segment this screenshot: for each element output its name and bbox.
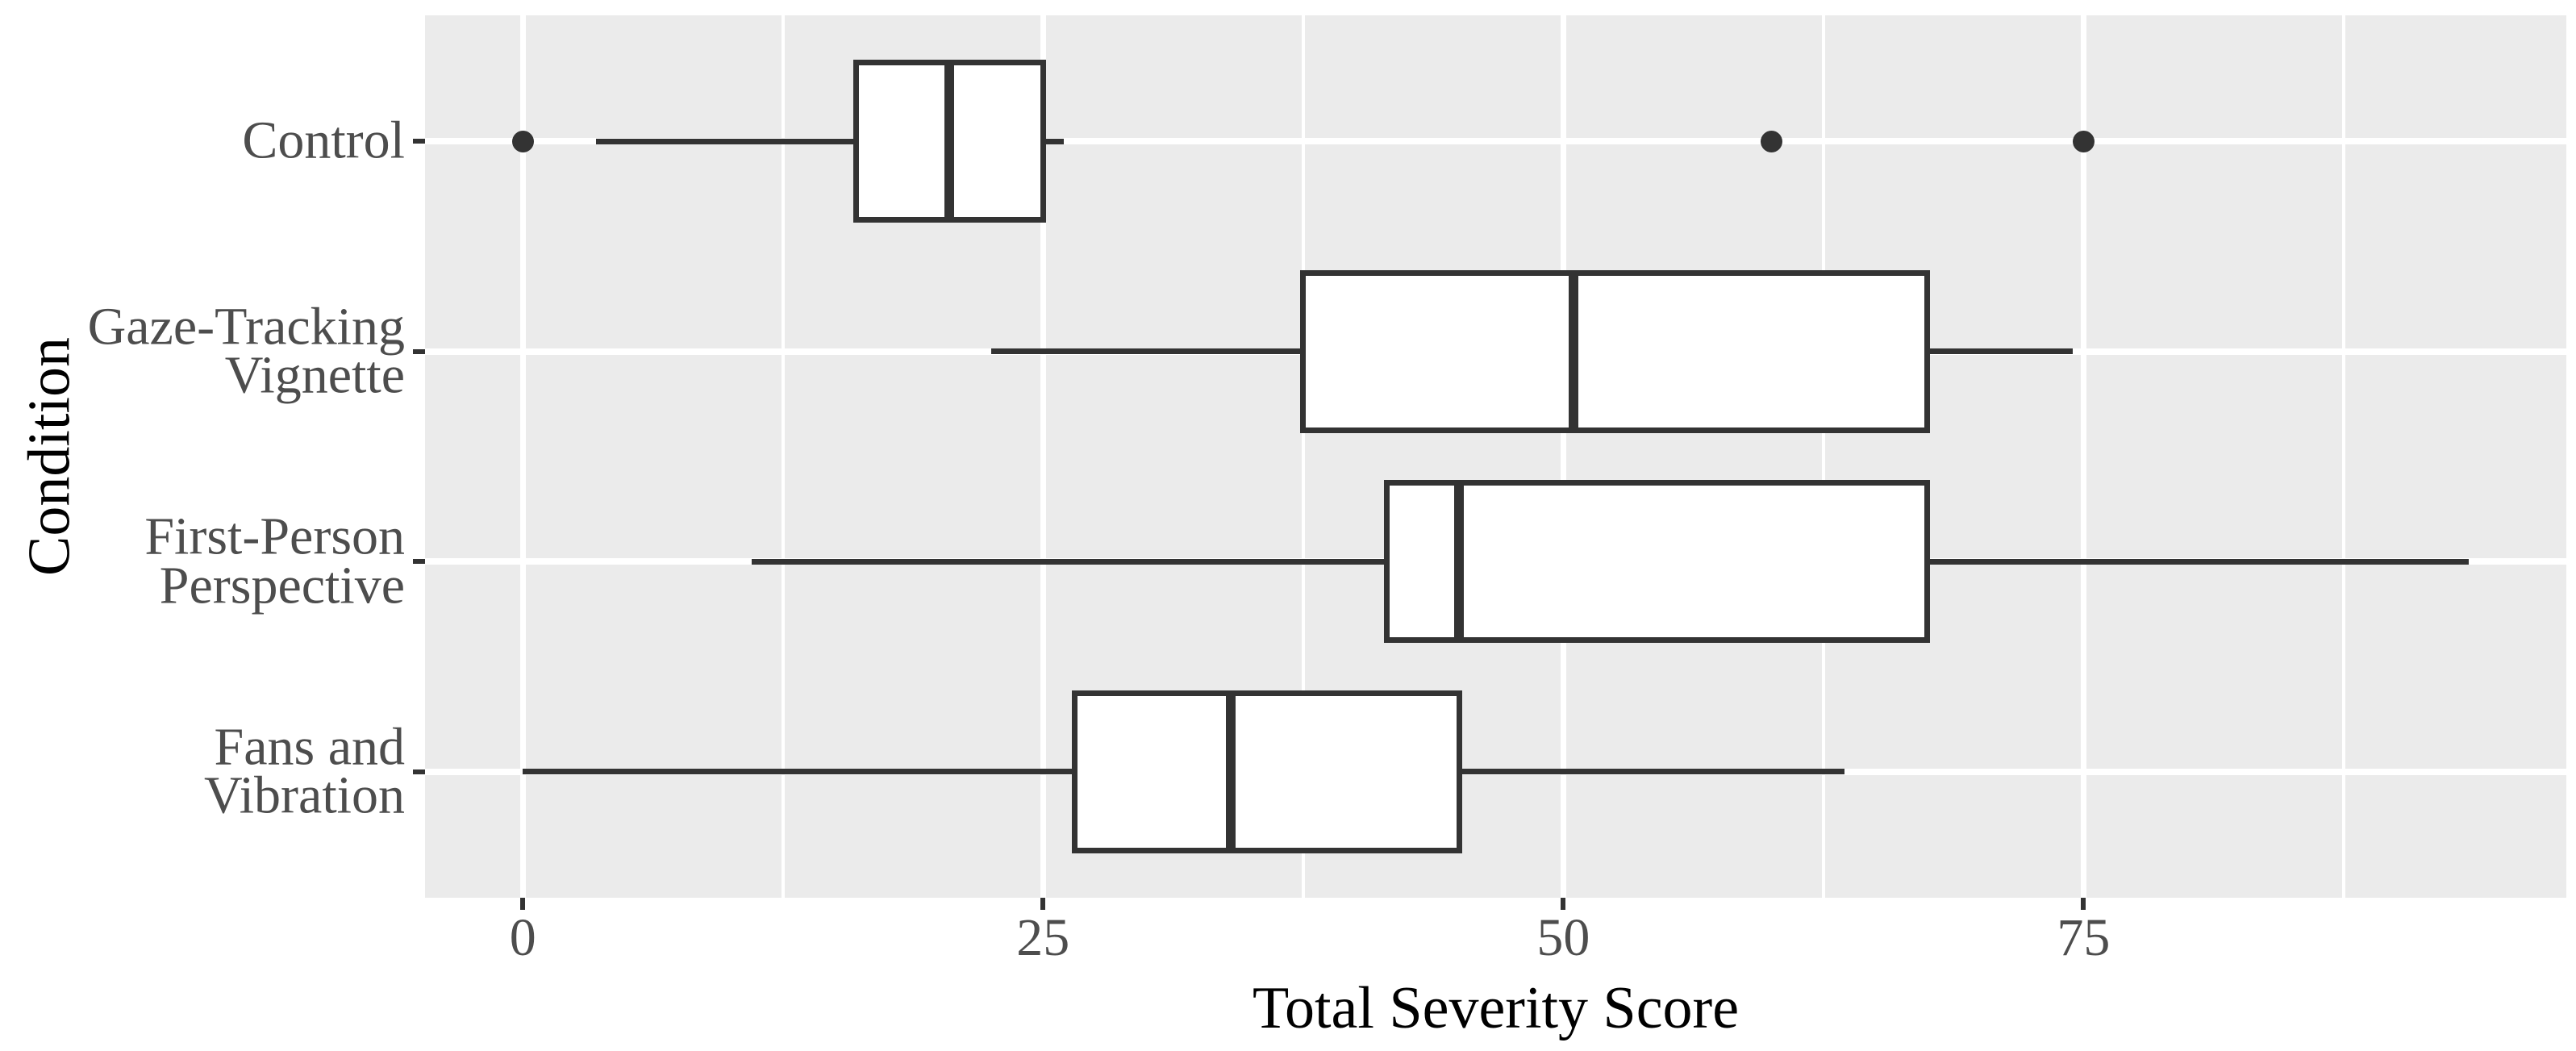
boxplot-whisker-upper: [1045, 138, 1065, 144]
y-axis-tick-mark: [413, 769, 425, 774]
boxplot-box: [1071, 690, 1462, 853]
x-tick-label: 25: [1016, 908, 1070, 967]
y-tick-label: First-Person Perspective: [144, 507, 405, 615]
gridline-minor-vertical: [1301, 15, 1305, 898]
x-axis-tick-mark: [520, 898, 526, 910]
x-axis-tick-mark: [1040, 898, 1046, 910]
boxplot-whisker-upper: [1461, 769, 1844, 775]
y-axis-title: Condition: [16, 336, 83, 577]
boxplot-box: [1383, 480, 1931, 644]
y-tick-label: Gaze-Tracking Vignette: [87, 297, 405, 405]
boxplot-whisker-lower: [752, 558, 1384, 565]
boxplot-whisker-upper: [1930, 558, 2469, 565]
x-axis-title: Total Severity Score: [1252, 975, 1740, 1041]
x-tick-label: 0: [509, 908, 536, 967]
boxplot-outlier-dot: [2072, 130, 2095, 152]
y-axis-tick-mark: [413, 559, 425, 565]
gridline-minor-vertical: [781, 15, 785, 898]
boxplot-whisker-lower: [595, 138, 853, 144]
boxplot-whisker-lower: [990, 348, 1301, 355]
gridline-major-vertical: [1040, 15, 1046, 898]
y-tick-label: Fans and Vibration: [204, 716, 405, 825]
boxplot-outlier-dot: [1760, 130, 1782, 152]
gridline-major-vertical: [519, 15, 526, 898]
boxplot-median-line: [1225, 693, 1236, 851]
y-axis-tick-mark: [413, 348, 425, 354]
x-axis-tick-mark: [2081, 898, 2086, 910]
boxplot-whisker-upper: [1930, 348, 2074, 355]
x-axis-tick-mark: [1561, 898, 1566, 910]
y-tick-label: Control: [242, 111, 405, 170]
y-axis-tick-mark: [413, 139, 425, 144]
gridline-major-horizontal: [425, 138, 2566, 145]
gridline-minor-vertical: [1821, 15, 1825, 898]
boxplot-outlier-dot: [511, 130, 534, 152]
x-tick-label: 50: [1536, 908, 1590, 967]
boxplot-median-line: [944, 62, 955, 220]
boxplot-box: [1300, 269, 1931, 433]
boxplot-median-line: [1569, 273, 1579, 431]
x-tick-label: 75: [2057, 908, 2111, 967]
boxplot-median-line: [1454, 482, 1465, 640]
boxplot-whisker-lower: [523, 769, 1072, 775]
gridline-major-vertical: [1560, 15, 1566, 898]
plot-panel: [425, 15, 2566, 898]
gridline-major-vertical: [2080, 15, 2086, 898]
gridline-minor-vertical: [2341, 15, 2345, 898]
